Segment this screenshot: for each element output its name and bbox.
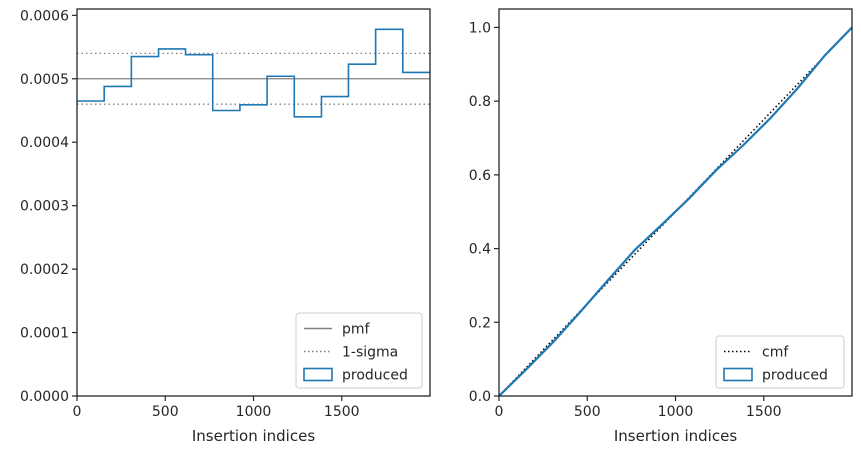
legend-label-pmf: pmf: [342, 322, 371, 338]
plot-area: [77, 28, 430, 118]
x-tick-label: 0: [73, 404, 82, 420]
y-tick-label: 0.0003: [20, 199, 69, 215]
y-tick-label: 0.0004: [20, 135, 69, 151]
series-cmf-line: [499, 26, 852, 396]
legend-handle-produced: [723, 367, 753, 382]
y-tick-label: 0.0001: [20, 326, 69, 342]
x-axis-label: Insertion indices: [614, 427, 737, 445]
series-produced-step: [77, 28, 430, 118]
legend-label-1-sigma: 1-sigma: [342, 345, 398, 361]
x-tick-label: 500: [574, 404, 601, 420]
y-tick-label: 0.0006: [20, 8, 69, 24]
x-tick-label: 0: [495, 404, 504, 420]
x-axis-label: Insertion indices: [192, 427, 315, 445]
legend-box: [715, 335, 845, 389]
legend: cmf produced: [715, 335, 845, 389]
chart-panel-1: 0 500 1000 1500 0.0000 0.0001 0.0002 0.0003 0.00…: [20, 8, 431, 445]
y-tick-label: 0.0: [469, 389, 491, 405]
y-tick-label: 0.0002: [20, 262, 69, 278]
x-tick-label: 500: [152, 404, 179, 420]
y-tick-label: 0.0005: [20, 72, 69, 88]
x-tick-label: 1500: [324, 404, 360, 420]
x-tick-label: 1000: [658, 404, 694, 420]
y-tick-label: 1.0: [469, 20, 491, 36]
legend-label-produced: produced: [342, 368, 408, 384]
plot-area: [499, 26, 852, 396]
x-tick-label: 1000: [236, 404, 272, 420]
legend: pmf 1-sigma produced: [295, 312, 423, 389]
y-tick-label: 0.8: [469, 94, 491, 110]
y-tick-label: 0.0000: [20, 389, 69, 405]
legend-label-cmf: cmf: [762, 345, 789, 361]
y-tick-label: 0.4: [469, 242, 491, 258]
series-produced-line: [499, 26, 852, 396]
y-tick-label: 0.2: [469, 315, 491, 331]
y-tick-label: 0.6: [469, 168, 491, 184]
x-tick-label: 1500: [746, 404, 782, 420]
chart-panel-2: 0 500 1000 1500 0.0 0.2 0.4 0.6 0.8 1.0 Insertion …: [469, 8, 853, 445]
legend-handle-produced: [303, 367, 333, 382]
legend-label-produced: produced: [762, 368, 828, 384]
